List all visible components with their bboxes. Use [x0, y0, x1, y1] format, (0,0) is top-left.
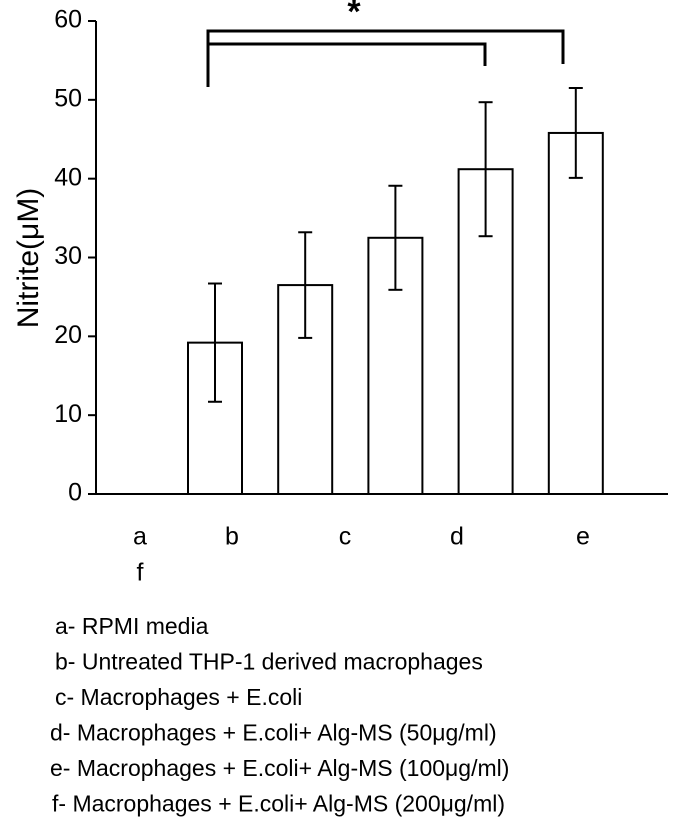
y-tick-label: 50	[54, 84, 82, 112]
significance-label: *	[347, 0, 361, 31]
y-tick-label: 60	[54, 6, 82, 34]
legend-note: a- RPMI media	[55, 613, 209, 639]
y-tick-label: 30	[54, 242, 82, 270]
y-tick-label: 40	[54, 163, 82, 191]
x-tick-label: d	[450, 523, 464, 551]
y-tick-label: 10	[54, 400, 82, 428]
x-tick-label: e	[576, 523, 590, 551]
x-tick-label: b	[225, 523, 239, 551]
significance-brackets	[206, 29, 565, 87]
y-tick-label: 0	[68, 479, 82, 507]
legend-note: e- Macrophages + E.coli+ Alg-MS (100μg/m…	[50, 755, 509, 781]
y-tick-label: 20	[54, 321, 82, 349]
x-tick-label: a	[133, 523, 147, 551]
bar	[547, 131, 604, 495]
legend-note: b- Untreated THP-1 derived macrophages	[55, 649, 483, 675]
legend-note: c- Macrophages + E.coli	[55, 684, 302, 710]
legend-note: f- Macrophages + E.coli+ Alg-MS (200μg/m…	[52, 791, 505, 817]
legend-note: d- Macrophages + E.coli+ Alg-MS (50μg/ml…	[50, 720, 497, 746]
y-axis-label: Nitrite(μM)	[12, 188, 45, 329]
x-tick-label: c	[339, 523, 352, 551]
x-tick-label: f	[137, 559, 144, 587]
